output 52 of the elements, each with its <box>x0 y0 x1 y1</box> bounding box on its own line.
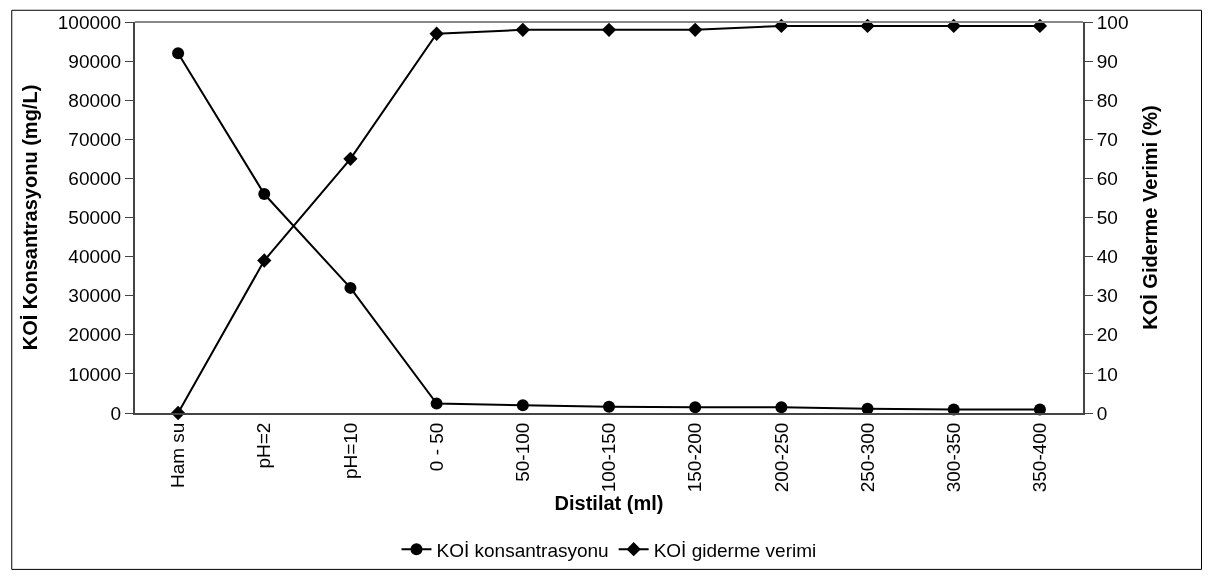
x-tick-label: Ham su <box>167 422 189 489</box>
y2-tick-label: 20 <box>1096 324 1118 346</box>
point <box>258 188 271 201</box>
y2-tick-label: 0 <box>1096 402 1108 424</box>
y-tick-label: 70000 <box>68 128 122 150</box>
y-tick-label: 10000 <box>68 363 122 385</box>
y-axis-title: KOİ Konsantrasyonu (mg/L) <box>18 84 41 351</box>
y2-tick-label: 90 <box>1096 50 1118 72</box>
y-tick-label: 60000 <box>68 168 122 190</box>
point <box>688 22 703 37</box>
point <box>601 22 617 37</box>
x-tick-label: 200-250 <box>770 422 792 493</box>
point <box>775 401 788 414</box>
y-tick-label: 80000 <box>68 89 122 111</box>
x-tick-label: pH=2 <box>253 422 275 469</box>
y-tick-label: 30000 <box>68 285 122 307</box>
y2-tick-label: 80 <box>1096 89 1118 111</box>
y-tick-label: 100000 <box>57 11 122 33</box>
point <box>429 26 444 41</box>
y2-tick-label: 100 <box>1096 11 1129 33</box>
x-tick-label: 100-150 <box>598 422 620 493</box>
x-tick-label: 0 - 50 <box>425 422 447 472</box>
y2-tick-label: 60 <box>1096 168 1118 190</box>
point <box>516 399 529 412</box>
x-tick-label: pH=10 <box>339 422 361 480</box>
y-tick-label: 0 <box>110 402 122 424</box>
y2-tick-label: 70 <box>1096 128 1118 150</box>
y-tick-label: 20000 <box>68 324 122 346</box>
x-tick-label: 350-400 <box>1029 422 1051 493</box>
y-tick-label: 40000 <box>68 246 122 268</box>
x-tick-label: 250-300 <box>856 422 878 493</box>
point <box>430 397 443 410</box>
x-tick-label: 150-200 <box>684 422 706 493</box>
x-tick-label: 50-100 <box>511 422 533 482</box>
legend-label: KOİ giderme verimi <box>653 539 817 561</box>
point <box>172 47 185 60</box>
y-tick-label: 90000 <box>68 50 122 72</box>
point <box>515 22 530 37</box>
y-tick-label: 50000 <box>68 207 122 229</box>
y2-tick-label: 50 <box>1096 207 1118 229</box>
y2-axis-title: KOİ Giderme Verimi (%) <box>1138 105 1161 330</box>
legend-label: KOİ konsantrasyonu <box>436 539 609 561</box>
y2-tick-label: 30 <box>1096 285 1118 307</box>
point <box>344 281 357 294</box>
y2-tick-label: 10 <box>1096 363 1118 385</box>
y2-tick-label: 40 <box>1096 246 1118 268</box>
x-tick-label: 300-350 <box>942 422 964 493</box>
point <box>689 401 702 414</box>
point <box>343 151 358 166</box>
point <box>603 400 615 413</box>
x-axis-title: Distilat (ml) <box>554 492 664 515</box>
point <box>257 253 272 268</box>
